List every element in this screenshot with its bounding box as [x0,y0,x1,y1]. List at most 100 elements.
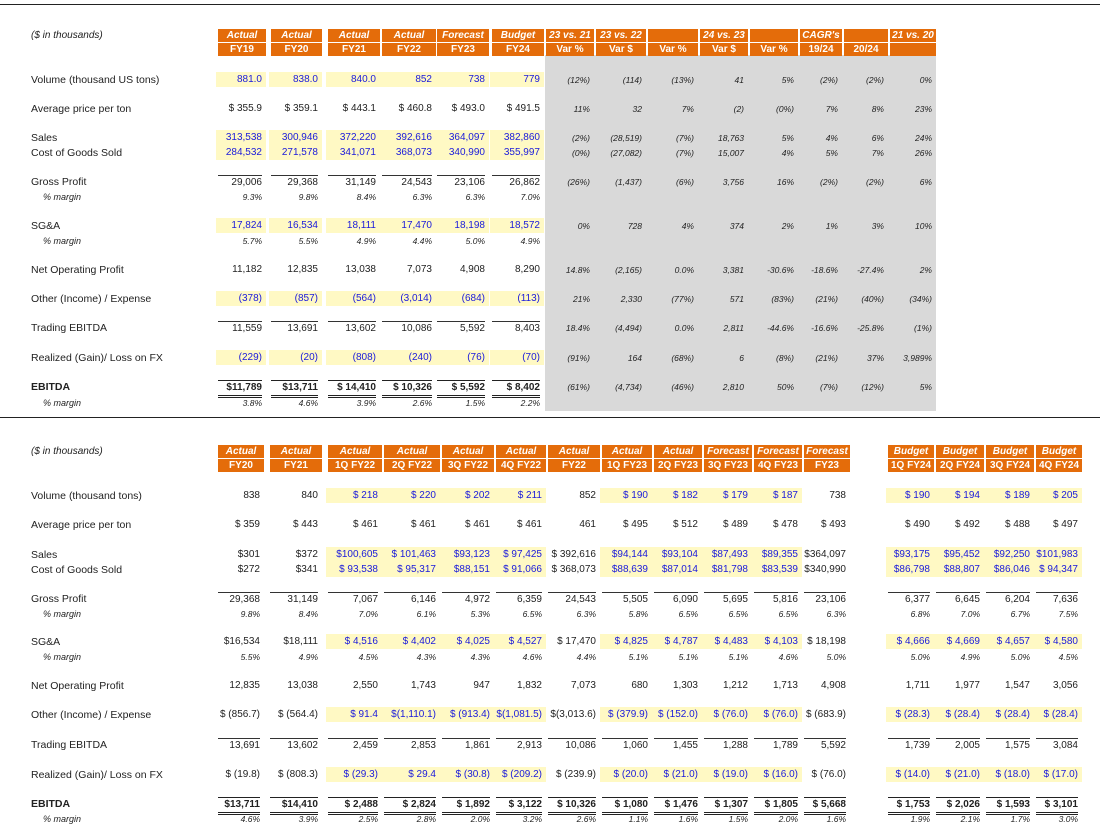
input-highlight [652,634,702,649]
column-header-bottom: 19/24 [800,42,842,56]
table-cell: -27.4% [857,265,884,275]
column-header-top: Budget [888,445,934,458]
table-cell: 2.6% [412,398,432,408]
table-cell: 9.3% [242,192,262,202]
table-cell: 340,990 [448,147,485,158]
row-label: % margin [43,398,82,408]
table-cell: 392,616 [395,132,432,143]
table-row: SG&A 17,824 16,534 18,111 17,470 18,198 18,572… [0,218,1100,233]
input-highlight [326,707,382,722]
table-row: Sales 313,538 300,946 372,220 392,616 364,097… [0,130,1100,160]
input-highlight [326,72,380,87]
table-cell: 18,763 [718,133,744,143]
table-cell: 18,572 [509,220,540,231]
column-header-bottom: Var % [546,42,594,56]
table-cell: $ 4,580 [1044,636,1078,647]
table-cell: (83%) [771,294,794,304]
input-highlight [494,488,546,503]
table-cell: 5% [781,133,794,143]
table-cell: 29,006 [218,175,262,190]
table-cell [546,190,590,204]
input-highlight [490,291,544,306]
column-header-top: CAGR's [800,29,842,42]
table-cell: $ 460.8 [398,103,432,114]
table-cell: 5.8% [628,609,648,619]
table-cell: 9.8% [298,192,318,202]
table-cell: 2.5% [358,814,378,824]
table-cell: (91%) [567,353,590,363]
table-cell: 5% [919,382,932,392]
table-cell: 4.4% [412,236,432,246]
table-cell: 2.2% [520,398,540,408]
column-header-top: Actual [382,29,436,42]
table-cell: 0% [577,221,590,231]
table-cell: $272 [237,564,260,575]
table-cell: $ (17.0) [1043,769,1078,780]
column-header-top: Actual [270,445,322,458]
table-cell [800,234,838,248]
table-cell: (0%) [572,148,590,158]
row-label: Trading EBITDA [31,322,108,334]
table-row: % margin 3.8% 4.6% 3.9% 2.6% 1.5% 2.2% [0,396,1100,410]
table-cell: 10% [914,221,932,231]
table-cell: 2% [919,265,932,275]
table-cell: 364,097 [448,132,485,143]
table-cell: $ 359.1 [284,103,318,114]
table-cell: $ 4,103 [764,636,798,647]
table-cell: $ 10,326 [548,797,596,815]
table-cell: 13,691 [271,321,318,336]
input-highlight [269,218,322,233]
table-cell: $ 4,657 [996,636,1030,647]
table-cell: 2,005 [936,738,980,753]
input-highlight [752,547,802,577]
input-highlight [269,72,322,87]
table-cell [890,396,932,410]
table-cell: $ 443.1 [342,103,376,114]
table-cell: (7%) [676,148,694,158]
table-cell: 0.0% [674,323,694,333]
column-header-top: Actual [602,445,652,458]
table-cell: 3% [871,221,884,231]
table-cell: (21%) [815,294,838,304]
table-cell: 6.7% [1010,609,1030,619]
table-cell: (7%) [676,133,694,143]
table-cell: 1,977 [954,680,980,691]
table-cell: $ 93,538 [339,564,378,575]
input-highlight [934,634,984,649]
section-divider [0,417,1100,418]
input-highlight [216,350,266,365]
column-header-top: Actual [442,445,494,458]
column-header-top: 24 vs. 23 [700,29,748,42]
row-label: SG&A [31,636,61,648]
table-cell: 6.5% [778,609,798,619]
table-cell: 7.5% [1058,609,1078,619]
table-cell [750,234,794,248]
table-cell: (857) [294,293,318,304]
column-header-bottom: FY22 [382,42,436,56]
table-row: Gross Profit 29,006 29,368 31,149 24,543 23,1… [0,175,1100,189]
input-highlight [652,488,702,503]
table-cell: $ 1,080 [602,797,648,815]
table-cell: 7% [825,104,838,114]
table-cell: 6.5% [678,609,698,619]
table-cell: 6% [871,133,884,143]
row-label: Gross Profit [31,593,87,605]
table-cell: 1,212 [722,680,748,691]
input-highlight [216,130,266,160]
table-cell: $ 218 [352,490,378,501]
table-cell: 4.6% [778,652,798,662]
table-cell: $86,798 [893,564,930,575]
table-cell: $ 1,892 [442,797,490,815]
table-cell: (40%) [861,294,884,304]
table-cell: $ 497 [1052,519,1078,530]
input-highlight [702,707,752,722]
table-cell: $ 2,488 [328,797,378,815]
table-cell: $ (856.7) [219,709,260,720]
table-cell: (240) [408,352,432,363]
table-cell: $ 1,307 [704,797,748,815]
input-highlight [600,767,652,782]
table-cell [648,234,694,248]
table-cell: 37% [866,353,884,363]
table-cell: (2%) [820,177,838,187]
table-cell: 1,303 [672,680,698,691]
